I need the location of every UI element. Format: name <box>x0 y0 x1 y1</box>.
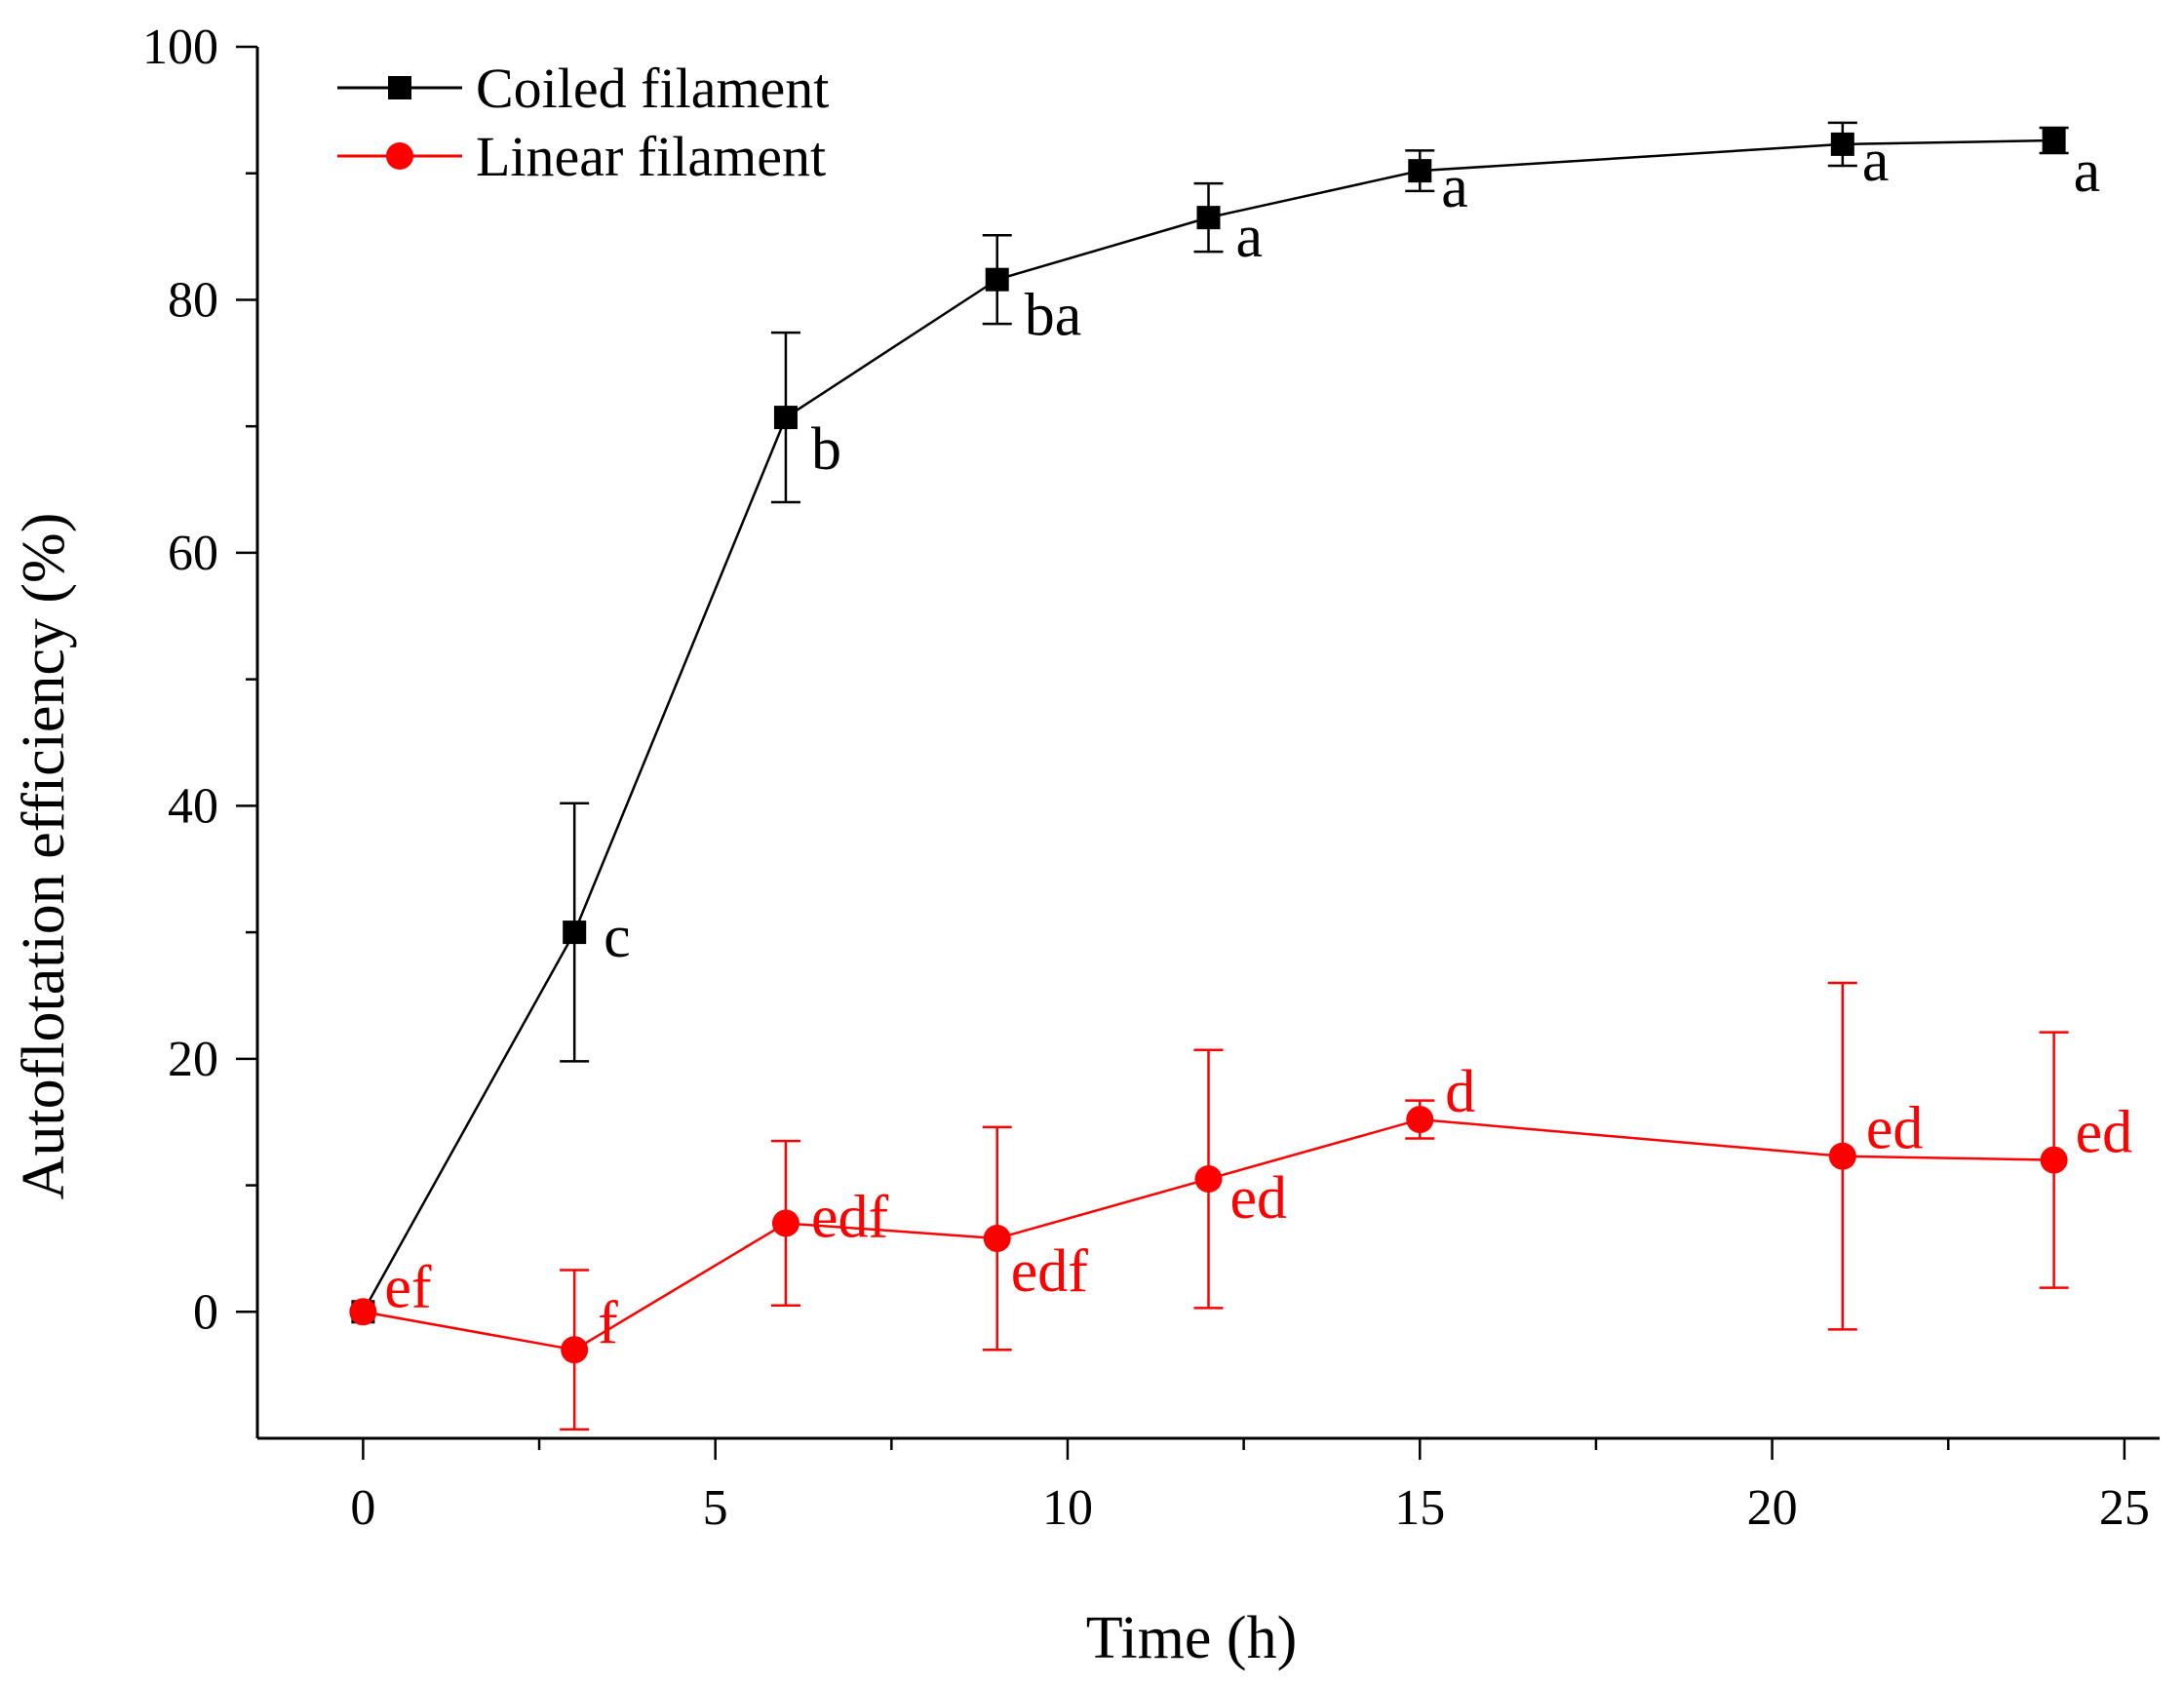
x-tick-label: 25 <box>2099 1480 2150 1536</box>
series-linear: ef f edf edf ed d ed ed <box>349 981 2133 1431</box>
significance-label: a <box>1236 204 1264 270</box>
data-point <box>1408 159 1432 183</box>
data-point <box>985 267 1009 292</box>
data-point <box>1406 1106 1434 1134</box>
significance-label: c <box>604 904 631 970</box>
axis-ticks: 0 5 10 15 20 25 0 20 40 60 80 100 <box>142 20 2150 1536</box>
significance-label: ed <box>2076 1100 2133 1166</box>
legend: Coiled filament Linear filament <box>337 57 829 188</box>
significance-label: ef <box>384 1254 432 1320</box>
data-point <box>2042 128 2066 152</box>
x-tick-label: 15 <box>1394 1480 1445 1536</box>
x-tick-label: 20 <box>1747 1480 1798 1536</box>
data-point <box>983 1225 1011 1253</box>
series-layer: c b ba a a a a ef f edf edf ed d ed ed <box>349 121 2133 1431</box>
y-tick-label: 80 <box>168 272 218 328</box>
data-point <box>561 1336 589 1364</box>
significance-label: a <box>2074 138 2101 205</box>
significance-label: ba <box>1025 283 1082 349</box>
significance-label: ed <box>1866 1096 1924 1162</box>
series-line <box>363 1117 2054 1352</box>
data-point <box>1830 132 1854 156</box>
significance-label: f <box>598 1290 618 1356</box>
data-point <box>349 1298 377 1326</box>
series-line <box>362 138 2054 1313</box>
legend-label-linear: Linear filament <box>476 125 826 188</box>
data-point <box>563 921 587 945</box>
data-point <box>1828 1142 1856 1170</box>
series-coiled: c b ba a a a a <box>351 121 2101 1324</box>
y-tick-label: 20 <box>168 1032 218 1087</box>
significance-label: a <box>1862 128 1890 194</box>
y-axis-title: Autoflotation efficiency (%) <box>11 513 77 1200</box>
x-axis-title: Time (h) <box>1086 1605 1297 1671</box>
significance-label: edf <box>1011 1238 1089 1305</box>
legend-label-coiled: Coiled filament <box>476 57 829 120</box>
data-point <box>773 406 798 430</box>
y-tick-label: 60 <box>168 526 218 581</box>
significance-label: ed <box>1230 1165 1288 1232</box>
x-tick-label: 10 <box>1042 1480 1093 1536</box>
y-tick-label: 40 <box>168 778 218 834</box>
y-tick-label: 100 <box>142 20 218 75</box>
significance-label: d <box>1445 1059 1475 1125</box>
significance-label: b <box>811 416 841 483</box>
significance-label: a <box>1441 154 1468 220</box>
data-point <box>1194 1165 1223 1194</box>
data-point <box>2040 1146 2068 1174</box>
significance-label: edf <box>811 1184 889 1250</box>
x-tick-label: 0 <box>350 1480 375 1536</box>
y-tick-label: 0 <box>193 1284 218 1340</box>
data-point <box>1196 206 1221 230</box>
x-tick-label: 5 <box>703 1480 728 1536</box>
data-point <box>771 1209 800 1237</box>
legend-marker-coiled <box>388 76 411 99</box>
legend-marker-linear <box>386 142 413 170</box>
